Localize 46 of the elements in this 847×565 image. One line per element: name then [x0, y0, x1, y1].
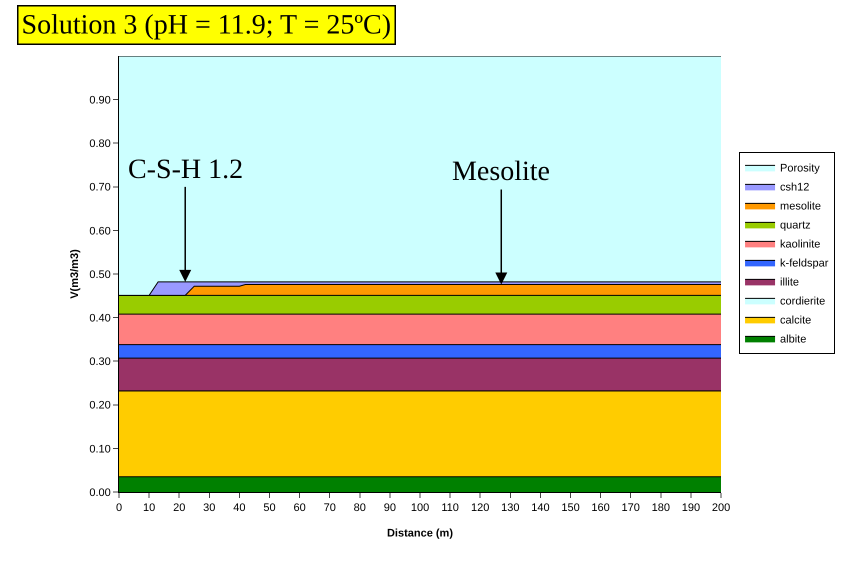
x-tick-label: 50: [263, 502, 276, 514]
x-tick-label: 140: [531, 502, 550, 514]
x-tick-label: 0: [116, 502, 122, 514]
x-tick-label: 170: [622, 502, 640, 514]
legend-label: kaolinite: [780, 238, 820, 251]
y-tick-label: 0.30: [89, 356, 111, 368]
y-tick-label: 0.50: [89, 268, 111, 281]
y-tick-label: 0.80: [89, 138, 111, 150]
legend-label: cordierite: [780, 296, 826, 308]
x-tick-label: 80: [354, 502, 366, 514]
x-tick-label: 40: [233, 502, 246, 514]
legend-label: illite: [780, 276, 800, 289]
y-tick-label: 0.60: [89, 225, 111, 238]
x-tick-label: 70: [324, 502, 336, 514]
x-tick-label: 90: [384, 502, 396, 514]
legend-label: calcite: [780, 314, 812, 327]
x-tick-label: 30: [203, 502, 216, 514]
annotation: Mesolite: [452, 156, 550, 187]
legend-label: albite: [780, 334, 806, 346]
y-tick-label: 0.70: [89, 182, 111, 194]
y-tick-label: 0.20: [89, 400, 111, 412]
legend-label: mesolite: [780, 200, 822, 213]
x-tick-label: 120: [471, 502, 490, 514]
x-tick-label: 100: [410, 502, 430, 514]
chart-title: Solution 3 (pH = 11.9; T = 25ºC): [22, 10, 392, 40]
legend-label: quartz: [780, 220, 811, 232]
legend-label: k-feldspar: [780, 258, 829, 270]
x-tick-label: 130: [501, 502, 520, 514]
legend-label: Porosity: [780, 162, 820, 175]
x-tick-label: 160: [591, 502, 610, 514]
x-axis-title: Distance (m): [386, 527, 454, 540]
x-tick-label: 150: [561, 502, 580, 514]
x-tick-label: 180: [652, 502, 670, 514]
y-tick-label: 0.00: [89, 486, 111, 499]
x-tick-label: 190: [682, 502, 700, 514]
y-tick-label: 0.40: [89, 312, 111, 324]
x-tick-label: 10: [142, 502, 156, 514]
y-tick-label: 0.10: [89, 443, 111, 456]
legend-label: csh12: [780, 182, 810, 194]
x-tick-label: 200: [712, 502, 730, 514]
y-axis-title: V(m3/m3): [69, 248, 82, 299]
x-tick-label: 60: [293, 502, 306, 514]
annotation: C-S-H 1.2: [128, 154, 244, 185]
x-tick-label: 110: [441, 502, 459, 514]
y-tick-label: 0.90: [89, 94, 111, 106]
x-tick-label: 20: [173, 502, 186, 514]
